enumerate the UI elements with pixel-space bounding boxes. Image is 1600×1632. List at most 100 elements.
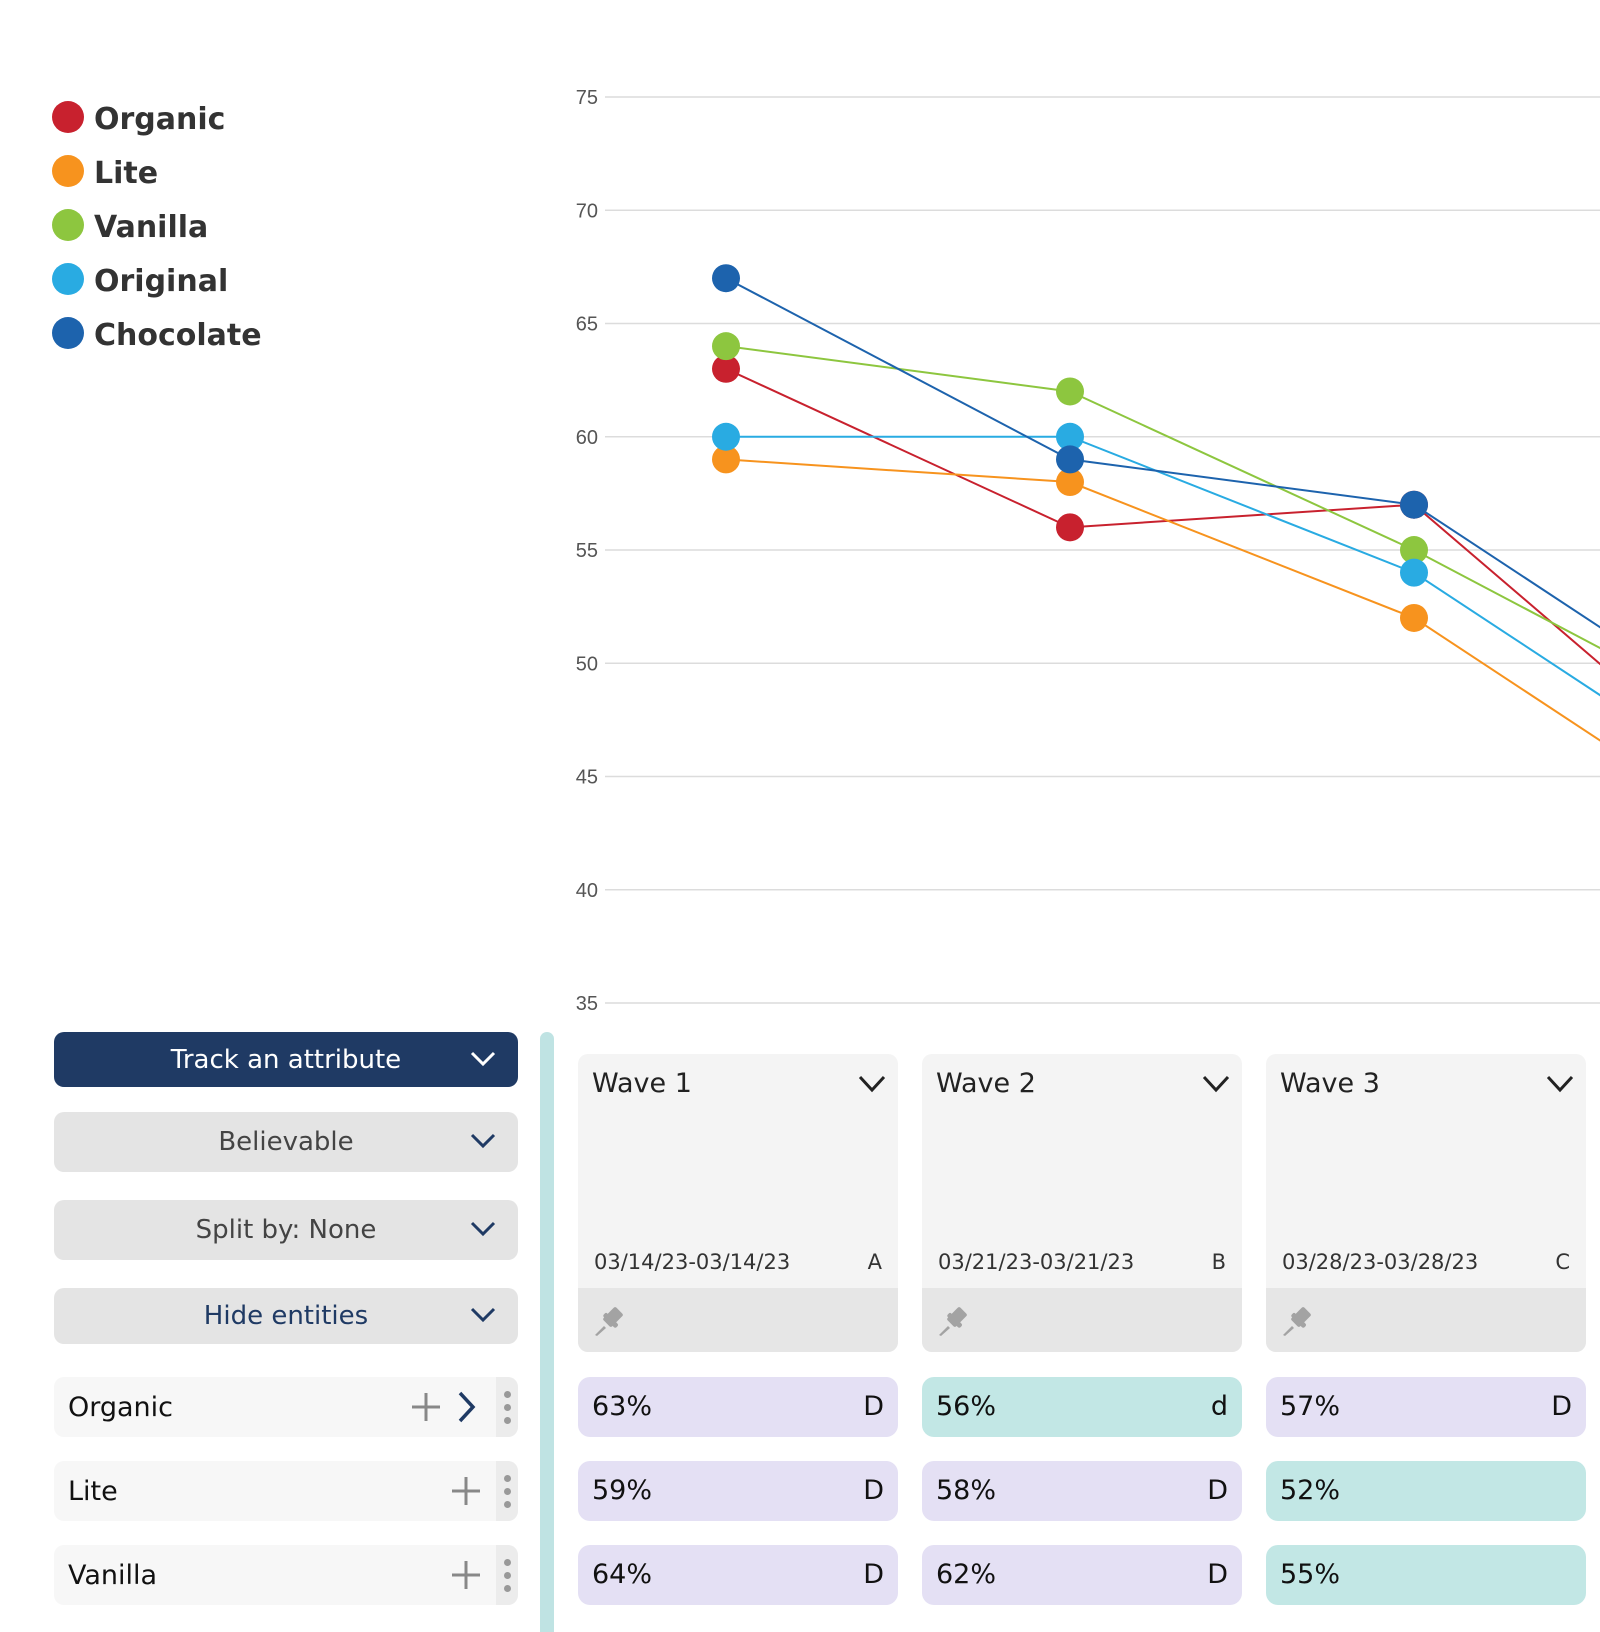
more-options-icon[interactable] [496,1545,518,1605]
data-point-original [712,422,740,451]
wave-date-range: 03/28/23-03/28/23 [1282,1250,1479,1274]
chart-lines [725,277,1600,742]
cell-significance: D [863,1559,884,1590]
data-point-chocolate [1056,445,1084,474]
chevron-down-icon[interactable] [858,1074,886,1094]
legend-dot-icon [52,101,84,133]
legend-item-organic[interactable]: Organic [52,92,262,146]
y-tick-label: 45 [576,767,598,789]
data-point-vanilla [712,332,740,361]
track-attribute-dropdown[interactable]: Track an attribute [54,1032,518,1087]
y-tick-label: 75 [576,87,598,109]
y-tick-label: 70 [576,200,598,222]
legend-item-lite[interactable]: Lite [52,146,262,200]
cell-significance: D [1207,1559,1228,1590]
data-cell[interactable]: 63% D [578,1377,898,1437]
cell-value: 55% [1280,1559,1341,1590]
y-tick-label: 40 [576,880,598,902]
chevron-down-icon [470,1307,496,1323]
chevron-right-icon[interactable] [457,1391,477,1423]
chart-grid: 75 70 65 60 55 50 45 40 35 [576,87,1600,1015]
wave-title: Wave 2 [936,1068,1036,1099]
wave-letter: A [867,1250,882,1274]
data-point-original [1056,422,1084,451]
cell-value: 59% [592,1475,653,1506]
legend-dot-icon [52,155,84,187]
track-attribute-label: Track an attribute [170,1044,402,1075]
wave-column-header[interactable]: Wave 2 03/21/23-03/21/23 B [922,1054,1242,1352]
series-line-lite [725,458,1600,742]
add-icon[interactable] [410,1391,442,1423]
series-line-vanilla [725,345,1600,650]
attribute-select[interactable]: Believable [54,1112,518,1172]
wave-letter: B [1211,1250,1226,1274]
pin-icon[interactable] [592,1304,626,1338]
legend-dot-icon [52,263,84,295]
y-tick-label: 55 [576,540,598,562]
cell-significance: D [863,1475,884,1506]
data-point-organic [712,354,740,383]
legend-item-chocolate[interactable]: Chocolate [52,308,262,362]
series-line-original [726,435,1600,697]
legend-label: Vanilla [94,209,209,245]
more-options-icon[interactable] [496,1461,518,1521]
hide-entities-dropdown[interactable]: Hide entities [54,1288,518,1344]
cell-value: 64% [592,1559,653,1590]
cell-significance: D [1551,1391,1572,1422]
data-point-chocolate [1400,490,1428,519]
data-point-vanilla [1056,377,1084,406]
cell-significance: D [863,1391,884,1422]
cell-significance: d [1210,1391,1228,1422]
data-cell[interactable]: 56% d [922,1377,1242,1437]
chart-legend: Organic Lite Vanilla Original Chocolate [52,92,262,362]
cell-value: 52% [1280,1475,1341,1506]
y-tick-label: 65 [576,314,598,336]
data-point-vanilla [1400,536,1428,564]
chevron-down-icon[interactable] [1546,1074,1574,1094]
pin-bar [578,1288,898,1352]
wave-column-header[interactable]: Wave 1 03/14/23-03/14/23 A [578,1054,898,1352]
data-point-lite [712,445,740,474]
legend-item-vanilla[interactable]: Vanilla [52,200,262,254]
split-by-select[interactable]: Split by: None [54,1200,518,1260]
add-icon[interactable] [450,1559,482,1591]
entity-label: Vanilla [68,1559,158,1591]
data-cell[interactable]: 58% D [922,1461,1242,1521]
data-cell[interactable]: 62% D [922,1545,1242,1605]
entity-row-vanilla[interactable]: Vanilla [54,1545,518,1605]
legend-label: Chocolate [94,317,262,353]
legend-label: Lite [94,155,159,191]
cell-significance: D [1207,1475,1228,1506]
more-options-icon[interactable] [496,1377,518,1437]
data-cell[interactable]: 59% D [578,1461,898,1521]
legend-label: Original [94,263,229,299]
attribute-select-value: Believable [218,1127,354,1157]
data-cell[interactable]: 55% [1266,1545,1586,1605]
data-point-original [1400,558,1428,587]
hide-entities-label: Hide entities [203,1301,369,1331]
legend-label: Organic [94,101,226,137]
y-tick-label: 35 [576,993,598,1015]
y-tick-label: 60 [576,427,598,449]
wave-column-header[interactable]: Wave 3 03/28/23-03/28/23 C [1266,1054,1586,1352]
data-cell[interactable]: 52% [1266,1461,1586,1521]
entity-row-organic[interactable]: Organic [54,1377,518,1437]
legend-item-original[interactable]: Original [52,254,262,308]
cell-value: 63% [592,1391,653,1422]
data-point-lite [1400,603,1428,632]
entity-row-lite[interactable]: Lite [54,1461,518,1521]
data-cell[interactable]: 57% D [1266,1377,1586,1437]
data-point-chocolate [712,264,740,293]
chart-points [712,264,1428,632]
add-icon[interactable] [450,1475,482,1507]
wave-letter: C [1555,1250,1570,1274]
data-cell[interactable]: 64% D [578,1545,898,1605]
pin-icon[interactable] [936,1304,970,1338]
legend-dot-icon [52,317,84,349]
data-point-lite [1056,468,1084,497]
pin-icon[interactable] [1280,1304,1314,1338]
panel-divider[interactable] [540,1032,554,1632]
series-line-organic [725,367,1600,666]
chevron-down-icon[interactable] [1202,1074,1230,1094]
chevron-down-icon [470,1133,496,1149]
